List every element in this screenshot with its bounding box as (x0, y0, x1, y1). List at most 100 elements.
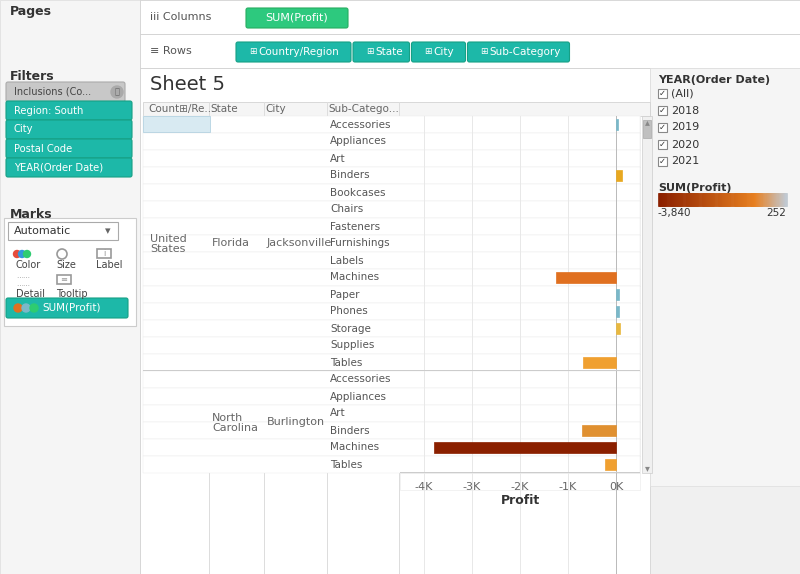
Circle shape (23, 250, 30, 258)
Text: State: State (375, 47, 402, 57)
Bar (676, 193, 678, 206)
Text: Color: Color (16, 260, 42, 270)
Bar (721, 193, 723, 206)
Bar (683, 193, 686, 206)
Bar (143, 422, 640, 439)
Bar (685, 193, 686, 206)
Text: Sheet 5: Sheet 5 (150, 75, 225, 94)
Bar (209, 102, 210, 574)
Bar (582, 425, 616, 436)
Text: 2018: 2018 (671, 106, 699, 115)
Text: Jacksonville: Jacksonville (267, 239, 332, 249)
Bar (143, 116, 210, 132)
Bar (400, 371, 640, 388)
Bar (680, 193, 682, 206)
Text: Machines: Machines (330, 273, 379, 282)
Text: -4K: -4K (415, 482, 433, 492)
Text: ✓: ✓ (659, 140, 666, 149)
Bar (400, 422, 640, 439)
Bar (400, 184, 640, 201)
Bar (686, 193, 689, 206)
Bar (400, 472, 640, 473)
Bar (749, 193, 750, 206)
Bar (706, 193, 708, 206)
Bar (472, 116, 473, 574)
Bar (57, 275, 71, 284)
Text: Burlington: Burlington (267, 417, 325, 427)
Text: YEAR(Order Date): YEAR(Order Date) (658, 75, 770, 85)
Bar (606, 459, 616, 470)
Bar (400, 456, 640, 473)
Bar (143, 370, 640, 371)
Bar (616, 119, 618, 130)
Bar (658, 106, 667, 115)
Bar (742, 193, 743, 206)
Text: Storage: Storage (330, 324, 371, 333)
Bar (726, 193, 728, 206)
Text: ≡ Rows: ≡ Rows (150, 46, 192, 56)
Bar (400, 269, 640, 286)
Bar (752, 193, 754, 206)
Bar (744, 193, 746, 206)
Bar (730, 193, 731, 206)
Bar (688, 193, 690, 206)
Text: SUM(Profit): SUM(Profit) (266, 13, 328, 23)
Bar (763, 193, 766, 206)
Bar (327, 102, 328, 574)
Bar (722, 193, 724, 206)
Bar (737, 193, 739, 206)
Text: ⊞: ⊞ (425, 48, 432, 56)
Bar (400, 252, 640, 269)
Circle shape (111, 86, 123, 98)
Text: -3,840: -3,840 (658, 208, 691, 218)
Bar (0, 0, 140, 574)
Text: YEAR(Order Date): YEAR(Order Date) (14, 162, 103, 173)
Bar (732, 193, 734, 206)
Bar (775, 193, 778, 206)
FancyBboxPatch shape (6, 158, 132, 177)
Bar (710, 193, 711, 206)
Bar (679, 193, 682, 206)
Bar (711, 193, 714, 206)
Text: City: City (14, 125, 34, 134)
Bar (658, 193, 660, 206)
FancyBboxPatch shape (6, 120, 132, 139)
Bar (696, 193, 698, 206)
Bar (727, 193, 730, 206)
Text: Size: Size (56, 260, 76, 270)
Text: 0K: 0K (609, 482, 623, 492)
Text: Tooltip: Tooltip (56, 289, 88, 299)
Bar (140, 0, 800, 34)
Bar (699, 193, 702, 206)
Bar (673, 193, 674, 206)
Bar (714, 193, 715, 206)
FancyBboxPatch shape (467, 42, 570, 62)
Bar (616, 323, 620, 333)
Bar (143, 456, 640, 473)
Bar (143, 337, 640, 354)
Text: ⚿: ⚿ (114, 87, 119, 96)
Bar (677, 193, 679, 206)
Text: Profit: Profit (500, 494, 540, 507)
Text: ✓: ✓ (659, 89, 666, 98)
Bar (659, 193, 661, 206)
Text: ✓: ✓ (659, 123, 666, 132)
Text: -2K: -2K (511, 482, 529, 492)
Text: Postal Code: Postal Code (14, 144, 72, 153)
Text: State: State (210, 104, 238, 114)
Bar (662, 193, 664, 206)
FancyBboxPatch shape (6, 82, 125, 102)
Bar (666, 193, 667, 206)
Text: Accessories: Accessories (330, 119, 391, 130)
Bar (750, 193, 752, 206)
Bar (728, 193, 730, 206)
Bar (690, 193, 692, 206)
Bar (759, 193, 762, 206)
Text: ▴: ▴ (645, 117, 650, 127)
Bar (143, 133, 640, 150)
Text: Country/Region: Country/Region (258, 47, 338, 57)
Bar (143, 388, 640, 405)
Text: Accessories: Accessories (330, 374, 391, 385)
Bar (702, 193, 704, 206)
Bar (726, 193, 727, 206)
